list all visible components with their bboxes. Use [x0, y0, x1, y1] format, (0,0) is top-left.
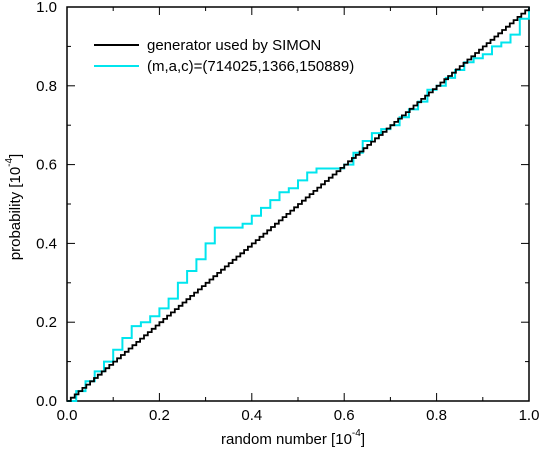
x-tick-label: 0.6: [334, 407, 355, 424]
x-axis-title: random number [10-4]: [221, 428, 365, 448]
x-tick-label: 0.4: [241, 407, 262, 424]
y-tick-label: 0.4: [36, 235, 57, 252]
x-tick-label: 1.0: [519, 407, 540, 424]
series-layer: [67, 7, 530, 402]
x-tick-label: 0.8: [426, 407, 447, 424]
y-tick-label: 0.2: [36, 314, 57, 331]
legend-label-lcg: (m,a,c)=(714025,1366,150889): [147, 58, 354, 75]
tick-labels: 0.0 0.2 0.4 0.6 0.8 1.0 0.0 0.2 0.4 0.6 0.8 1.0: [36, 0, 539, 424]
y-tick-label: 0.8: [36, 78, 57, 95]
y-axis-title: probability [10-4]: [4, 154, 24, 260]
x-tick-label: 0.0: [57, 407, 78, 424]
y-tick-label: 0.0: [36, 393, 57, 410]
legend: generator used by SIMON (m,a,c)=(714025,…: [94, 37, 354, 75]
y-tick-label: 0.6: [36, 157, 57, 174]
axis-ticks: [66, 6, 530, 402]
y-tick-label: 1.0: [36, 0, 57, 16]
legend-label-simon: generator used by SIMON: [147, 37, 321, 54]
series-line-simon: [67, 7, 530, 402]
x-tick-label: 0.2: [149, 407, 170, 424]
